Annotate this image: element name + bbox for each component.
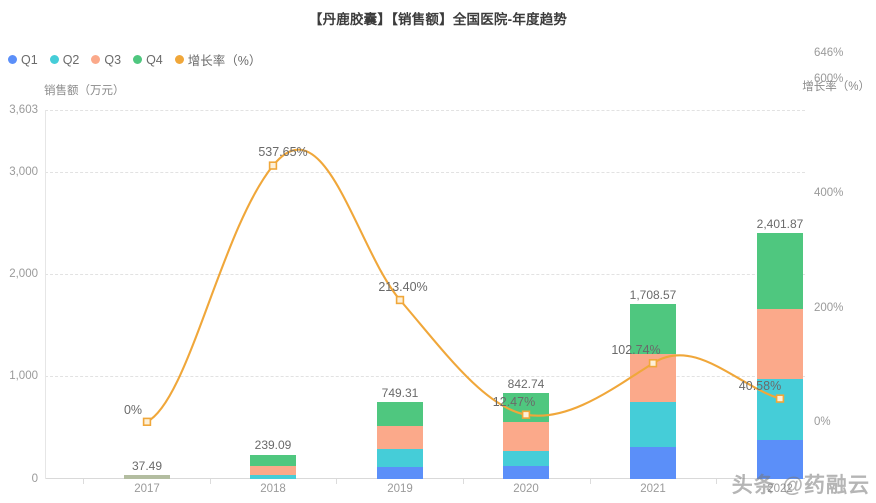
x-tick-mark-2019: [336, 479, 337, 484]
y-tick-left-1000: 1,000: [9, 370, 38, 383]
y-tick-right-400: 400%: [814, 187, 844, 200]
legend-dot-q2-icon: [49, 55, 59, 64]
y-tick-right-600: 600%: [814, 73, 844, 86]
legend-item-growth-rate[interactable]: 增长率（%）: [174, 50, 262, 69]
bar-group-2022[interactable]: 2,401.87: [757, 217, 803, 479]
legend-label-q2: Q2: [62, 52, 80, 67]
bar-group-2019[interactable]: 749.31: [377, 386, 423, 479]
gridline-3603: [45, 110, 805, 111]
bar-segment-q4-2018: [250, 454, 296, 466]
gridline-3000: [45, 171, 805, 173]
growth-label-2021: 102.74%: [611, 343, 661, 357]
bar-group-2021[interactable]: 1,708.57: [630, 288, 676, 479]
y-tick-left-0: 0: [31, 473, 38, 485]
bar-group-2017[interactable]: 37.49: [124, 459, 170, 479]
bar-segment-q2-2019: [377, 448, 423, 468]
x-tick-2017: 2017: [134, 483, 160, 495]
y-tick-right-646: 646%: [814, 47, 844, 59]
growth-label-2017: 0%: [123, 403, 143, 417]
bar-segment-q2-2021: [630, 402, 676, 447]
legend-dot-q3-icon: [91, 55, 101, 64]
growth-rate-line: [142, 148, 785, 426]
bar-total-label-2020: 842.74: [507, 377, 545, 391]
legend-dot-q4-icon: [133, 55, 143, 64]
bar-segment-q4-2022: [757, 233, 803, 309]
bar-total-label-2021: 1,708.57: [629, 288, 677, 302]
left-axis-title: 销售额（万元）: [44, 85, 125, 97]
y-tick-left-2000: 2,000: [9, 268, 38, 281]
bar-segment-q2-2020: [503, 450, 549, 467]
chart-legend: Q1 Q2 Q3 Q4 增长率（%）: [8, 50, 268, 69]
y-tick-right-200: 200%: [814, 301, 844, 314]
y-tick-left-3603: 3,603: [9, 104, 38, 116]
plot-area: 0 1,000 2,000 3,000 3,603 0% 200% 400% 6…: [9, 47, 843, 495]
x-tick-mark-2018: [210, 479, 211, 484]
gridline-2000: [45, 274, 805, 276]
gridline-1000: [45, 376, 805, 378]
x-tick-mark-2021: [590, 479, 591, 484]
legend-item-q3[interactable]: Q3: [91, 53, 121, 67]
bar-segment-q1-2020: [503, 466, 549, 479]
bar-total-label-2018: 239.09: [254, 438, 292, 452]
bar-total-label-2022: 2,401.87: [756, 217, 804, 231]
legend-item-q2[interactable]: Q2: [49, 52, 80, 67]
bar-segment-q3-2019: [377, 426, 423, 449]
bar-segment-q4-2019: [377, 402, 423, 427]
bar-segment-q4-2017: [124, 475, 170, 479]
y-axis-line: [45, 110, 46, 479]
bar-segment-q4-2021: [630, 304, 676, 354]
bar-segment-q3-2022: [757, 308, 803, 379]
x-tick-mark-2020: [463, 479, 464, 484]
y-tick-left-3000: 3,000: [9, 165, 38, 178]
growth-label-2022: 40.58%: [738, 379, 782, 393]
legend-dot-q1-icon: [8, 55, 17, 64]
legend-item-q1[interactable]: Q1: [8, 53, 38, 67]
bar-total-label-2017: 37.49: [131, 459, 163, 473]
growth-label-2020: 12.47%: [492, 395, 536, 409]
bar-group-2020[interactable]: 842.74: [503, 377, 549, 479]
x-tick-2018: 2018: [260, 483, 286, 495]
bar-group-2018[interactable]: 239.09: [250, 438, 296, 480]
legend-item-q4[interactable]: Q4: [133, 53, 163, 67]
bar-segment-q1-2019: [377, 467, 423, 479]
bar-segment-q2-2018: [250, 475, 296, 479]
legend-label-growth-rate: 增长率（%）: [187, 54, 262, 68]
bar-total-label-2019: 749.31: [381, 386, 419, 400]
y-tick-right-0: 0%: [814, 415, 831, 428]
growth-label-2018: 537.65%: [258, 145, 308, 159]
bar-segment-q1-2022: [757, 440, 803, 479]
bar-segment-q2-2022: [757, 378, 803, 441]
legend-label-q4: Q4: [146, 52, 163, 67]
x-axis-baseline: [45, 478, 805, 479]
x-tick-mark-2022: [716, 479, 717, 484]
x-tick-2021: 2021: [640, 483, 666, 495]
x-tick-2022: 2022: [767, 483, 793, 495]
x-tick-mark-2017: [83, 479, 84, 484]
bar-segment-q3-2020: [503, 422, 549, 451]
page-title: 【丹鹿胶囊】【销售额】全国医院-年度趋势: [308, 12, 568, 27]
x-tick-2019: 2019: [387, 483, 413, 495]
bar-segment-q3-2018: [250, 465, 296, 476]
bar-segment-q1-2021: [630, 447, 676, 479]
legend-label-q3: Q3: [104, 52, 122, 67]
right-axis-title: 增长率（%）: [802, 81, 870, 93]
legend-dot-growth-icon: [174, 55, 184, 64]
x-tick-2020: 2020: [513, 483, 539, 495]
legend-label-q1: Q1: [21, 52, 38, 67]
growth-label-2019: 213.40%: [378, 280, 428, 294]
